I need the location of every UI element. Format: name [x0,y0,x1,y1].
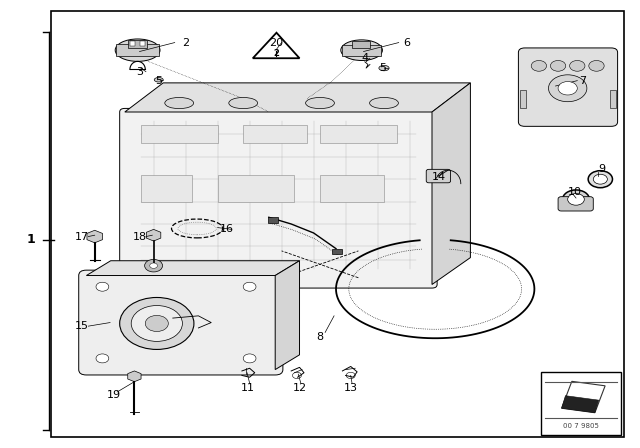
Ellipse shape [229,97,257,109]
Polygon shape [432,83,470,284]
Circle shape [243,282,256,291]
Circle shape [150,263,157,268]
Text: 2: 2 [182,38,189,47]
Bar [332,249,342,254]
FancyBboxPatch shape [426,169,451,183]
Bar [520,90,526,108]
Polygon shape [562,381,605,413]
Bar [218,175,294,202]
Ellipse shape [379,65,389,71]
Ellipse shape [593,174,607,184]
FancyBboxPatch shape [120,108,437,288]
Bar [141,125,218,143]
Bar [116,44,159,56]
Ellipse shape [568,194,584,205]
Text: 19: 19 [107,390,121,400]
Circle shape [550,60,566,71]
Circle shape [120,297,194,349]
Text: 00 7 9805: 00 7 9805 [563,423,599,429]
Ellipse shape [588,171,612,188]
Text: 14: 14 [431,172,445,182]
Bar [130,41,135,46]
Ellipse shape [115,39,160,61]
Bar [268,217,278,223]
Circle shape [131,306,182,341]
Text: 3: 3 [136,67,143,77]
Ellipse shape [563,190,589,209]
Circle shape [531,60,547,71]
Polygon shape [87,230,102,243]
Ellipse shape [165,97,194,109]
FancyBboxPatch shape [558,197,593,211]
Polygon shape [562,396,599,413]
Circle shape [96,354,109,363]
Ellipse shape [154,78,163,82]
Polygon shape [147,229,161,241]
FancyBboxPatch shape [79,270,283,375]
Circle shape [558,82,577,95]
Bar [51,11,624,437]
Text: 5: 5 [380,63,386,73]
Ellipse shape [370,97,399,109]
Text: 8: 8 [316,332,324,342]
Text: 6: 6 [403,38,410,47]
Text: 1: 1 [26,233,35,246]
Circle shape [589,60,604,71]
FancyBboxPatch shape [518,48,618,126]
Ellipse shape [306,97,334,109]
Polygon shape [125,83,470,112]
Text: 2: 2 [273,49,280,58]
Text: 11: 11 [241,383,255,392]
Bar [140,41,145,46]
Bar [352,41,370,48]
Polygon shape [86,261,300,276]
Bar [243,125,307,143]
Text: 16: 16 [220,224,234,234]
Circle shape [145,315,168,332]
Text: 10: 10 [568,187,582,197]
Polygon shape [128,371,141,382]
Bar [541,372,621,435]
Bar [141,175,192,202]
Text: 13: 13 [344,383,358,392]
Circle shape [145,259,163,272]
Text: 18: 18 [132,232,147,241]
Text: 5: 5 [156,76,162,86]
Circle shape [96,282,109,291]
Polygon shape [275,261,300,370]
Bar [320,175,384,202]
Text: 12: 12 [292,383,307,392]
Polygon shape [253,33,300,58]
Circle shape [243,354,256,363]
Bar [610,90,616,108]
Bar [342,45,381,56]
Ellipse shape [340,40,383,60]
Bar [128,40,147,48]
Text: 20: 20 [269,38,284,47]
Text: 4: 4 [361,53,369,63]
Text: 15: 15 [75,321,89,331]
Circle shape [548,75,587,102]
Circle shape [570,60,585,71]
Text: 9: 9 [598,164,605,174]
Bar [320,125,397,143]
Text: 17: 17 [75,232,89,241]
Text: 7: 7 [579,76,586,86]
